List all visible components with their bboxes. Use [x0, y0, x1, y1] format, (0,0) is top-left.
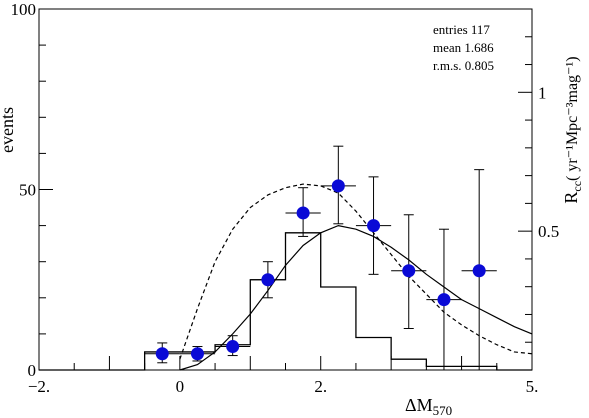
- bottom-tick-label: 2.: [314, 377, 327, 396]
- marker: [296, 206, 310, 220]
- data-point: [285, 187, 321, 237]
- data-point: [179, 346, 216, 362]
- stats-box: entries 117 mean 1.686 r.m.s. 0.805: [433, 22, 494, 73]
- marker: [472, 264, 486, 278]
- stats-mean-label: mean: [433, 40, 462, 55]
- marker: [402, 264, 416, 278]
- y-axis-title-right-sub: cc: [570, 181, 584, 192]
- y-axis-title-right-main: R: [561, 192, 581, 204]
- bottom-tick-label: 5.: [526, 377, 539, 396]
- left-tick-label: 0: [28, 361, 37, 380]
- left-tick-label: 50: [19, 181, 36, 200]
- data-point: [250, 261, 286, 299]
- x-axis-title-sub: 570: [433, 403, 453, 418]
- data-point: [426, 228, 462, 371]
- data-points: [144, 145, 497, 371]
- marker: [155, 347, 169, 361]
- data-point: [144, 342, 180, 364]
- right-tick-label: 1: [538, 83, 547, 102]
- marker: [331, 179, 345, 193]
- data-point: [215, 335, 251, 357]
- marker: [226, 340, 240, 354]
- y-axis-title-right-end: ): [564, 56, 581, 61]
- stats-entries-value: 117: [471, 22, 491, 37]
- curves: [179, 183, 533, 371]
- x-axis-title-main: ΔM: [405, 395, 433, 415]
- data-point: [320, 145, 356, 225]
- stats-mean: mean 1.686: [433, 40, 494, 55]
- bottom-tick-label: −2.: [28, 377, 50, 396]
- data-point: [461, 169, 497, 371]
- y-axis-title-right-rest: ( yr⁻¹Mpc⁻³mag⁻¹: [564, 62, 581, 181]
- stats-mean-value: 1.686: [464, 40, 494, 55]
- stats-rms-label: r.m.s.: [433, 58, 462, 73]
- stats-rms: r.m.s. 0.805: [433, 58, 494, 73]
- data-point: [391, 214, 427, 329]
- right-axis-ticks: 0.51: [518, 36, 559, 343]
- marker: [367, 219, 381, 233]
- histogram: [39, 232, 532, 371]
- data-point: [355, 176, 392, 275]
- left-tick-label: 100: [11, 0, 37, 19]
- right-tick-label: 0.5: [538, 222, 559, 241]
- y-axis-title-right: Rcc( yr⁻¹Mpc⁻³mag⁻¹): [561, 56, 584, 203]
- x-axis-title: ΔM570: [405, 395, 452, 418]
- histogram-outline: [39, 232, 532, 371]
- stats-rms-value: 0.805: [465, 58, 494, 73]
- left-axis-ticks: 0 50 100: [11, 0, 53, 380]
- stats-entries: entries 117: [433, 22, 490, 37]
- bottom-axis-ticks: −2. 0 2. 5.: [28, 356, 539, 396]
- stats-entries-label: entries: [433, 22, 468, 37]
- marker: [437, 293, 451, 307]
- dashed-curve: [179, 183, 533, 360]
- bottom-tick-label: 0: [176, 377, 185, 396]
- solid-curve: [179, 224, 533, 371]
- y-axis-title-left: events: [0, 107, 17, 153]
- marker: [261, 273, 275, 287]
- marker: [190, 347, 204, 361]
